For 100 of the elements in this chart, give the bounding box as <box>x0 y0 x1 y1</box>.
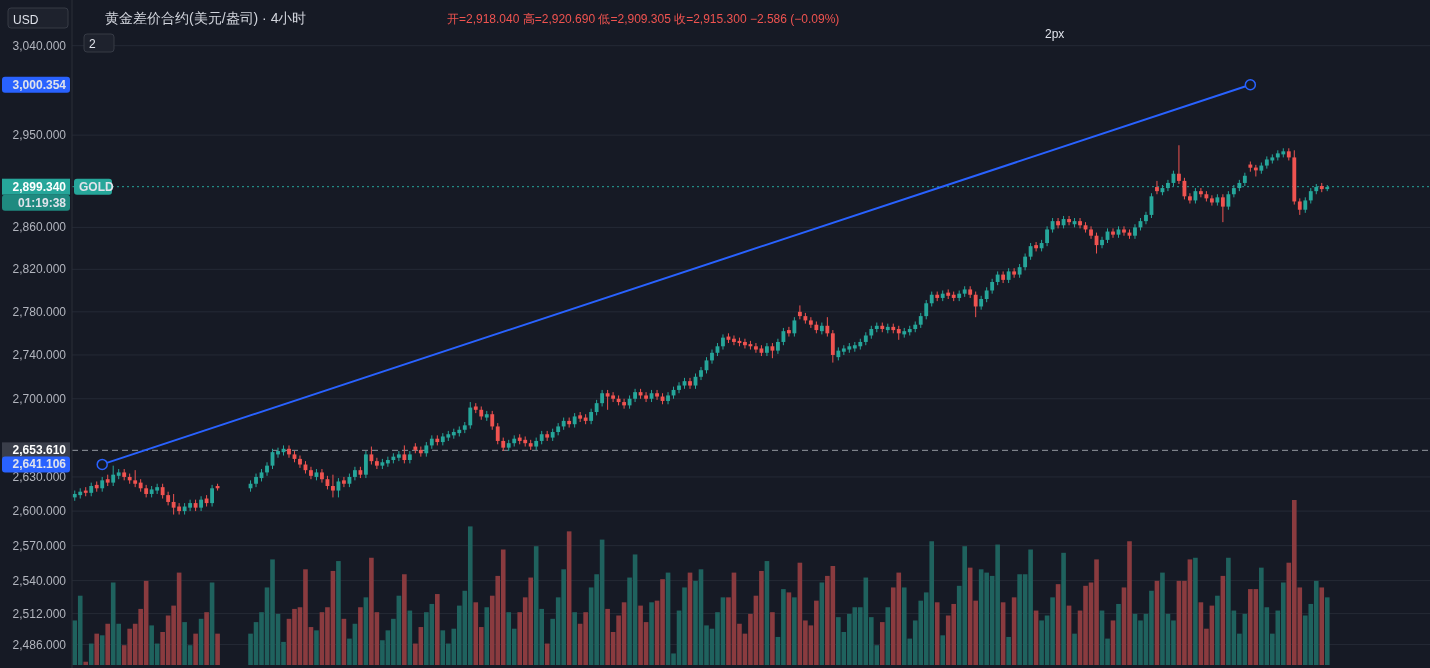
bar <box>88 643 94 665</box>
bar <box>402 574 407 665</box>
bar <box>1215 595 1220 665</box>
candlestick <box>1067 215 1071 226</box>
bar <box>94 633 100 665</box>
annotation: 2px <box>1045 27 1065 41</box>
candlestick <box>765 342 769 357</box>
candlestick <box>276 447 280 459</box>
text: 开=2,918.040 高=2,920.690 低=2,909.305 收=2,915.300 −2.586 (−0.09%) <box>447 12 840 26</box>
y-tick-label: 2,630.000 <box>12 469 67 484</box>
candlestick <box>1100 236 1104 249</box>
candlestick <box>792 316 797 338</box>
candlestick <box>1187 192 1192 205</box>
candlestick <box>655 389 659 401</box>
candlestick <box>1144 211 1148 225</box>
candlestick <box>199 495 204 512</box>
candlestick <box>331 474 335 498</box>
bar <box>336 561 341 665</box>
candlestick <box>1226 190 1231 211</box>
bar <box>77 595 83 665</box>
y-tick-label: 2,740.000 <box>12 347 67 362</box>
candlestick <box>743 338 747 349</box>
bar <box>770 612 775 665</box>
bar <box>885 607 891 665</box>
y-tick-label: 2,600.000 <box>12 504 67 519</box>
y-tick-label: 2,820.000 <box>12 262 67 277</box>
candlestick <box>468 401 473 430</box>
y-tick-label: 2,486.000 <box>12 637 67 652</box>
candlestick <box>786 326 791 338</box>
bar <box>204 612 209 665</box>
bar <box>934 602 940 665</box>
bar <box>572 612 577 665</box>
candlestick <box>622 398 627 410</box>
candlestick <box>1220 193 1225 223</box>
candlestick <box>495 422 500 445</box>
bar <box>435 594 440 665</box>
candlestick <box>699 366 703 381</box>
candlestick <box>1122 225 1126 237</box>
y-tick-label: 2,512.000 <box>12 606 67 621</box>
bar <box>484 607 490 665</box>
text: 3,000.354 <box>12 77 67 92</box>
bar <box>649 602 654 665</box>
candlestick <box>490 410 495 431</box>
text: 01:19:38 <box>17 195 67 210</box>
candlestick <box>710 349 714 365</box>
bar <box>1072 633 1077 665</box>
candlestick <box>666 391 670 405</box>
candlestick <box>320 468 324 484</box>
candlestick <box>1001 270 1006 284</box>
candlestick <box>385 456 390 468</box>
bar <box>1116 603 1121 665</box>
y-tick-label: 2,860.000 <box>12 220 67 235</box>
bar <box>1006 636 1011 665</box>
bar <box>1319 587 1325 665</box>
candlestick <box>644 391 648 403</box>
candlestick <box>1209 194 1214 207</box>
y-tick-label: 3,040.000 <box>12 38 67 53</box>
y-tick-label: 2,570.000 <box>12 538 67 553</box>
bar <box>215 633 220 665</box>
candlestick <box>1034 241 1039 252</box>
y-tick-label: 2,540.000 <box>12 573 67 588</box>
candlestick <box>819 322 824 335</box>
candlestick <box>1012 267 1017 279</box>
candlestick <box>374 457 379 470</box>
candlestick <box>688 377 692 390</box>
bar <box>99 635 105 665</box>
candlestick <box>309 466 313 480</box>
bar <box>83 661 89 665</box>
candlestick <box>287 444 291 459</box>
candlestick <box>808 316 813 329</box>
candlestick <box>298 455 302 469</box>
ref-line-label: 2,653.610 <box>12 443 67 458</box>
candlestick <box>396 450 401 462</box>
bar <box>792 597 797 665</box>
candlestick <box>1177 144 1181 185</box>
candlestick <box>1111 227 1115 239</box>
candlestick <box>797 304 802 320</box>
candlestick <box>265 461 269 477</box>
text: USD <box>13 13 39 27</box>
annotation: 2 <box>89 37 96 51</box>
candlestick <box>1155 180 1159 195</box>
bar <box>358 607 363 665</box>
ref-line-label: 2,899.340 <box>12 179 67 194</box>
candlestick <box>732 334 736 346</box>
candlestick <box>1056 217 1060 229</box>
candlestick <box>721 333 725 351</box>
candlestick <box>924 299 929 320</box>
candlestick <box>578 411 583 423</box>
bar <box>1061 552 1066 665</box>
annotation: GOLD <box>79 179 114 194</box>
candlestick <box>1166 179 1170 192</box>
bar <box>193 633 198 665</box>
candlestick <box>363 450 368 479</box>
candlestick <box>1045 225 1050 247</box>
candlestick <box>1198 187 1203 198</box>
y-tick-label: 2,950.000 <box>12 128 67 143</box>
text: 2,641.106 <box>12 457 67 472</box>
bar <box>105 623 111 665</box>
candlestick <box>210 484 215 508</box>
bar <box>1193 557 1198 665</box>
